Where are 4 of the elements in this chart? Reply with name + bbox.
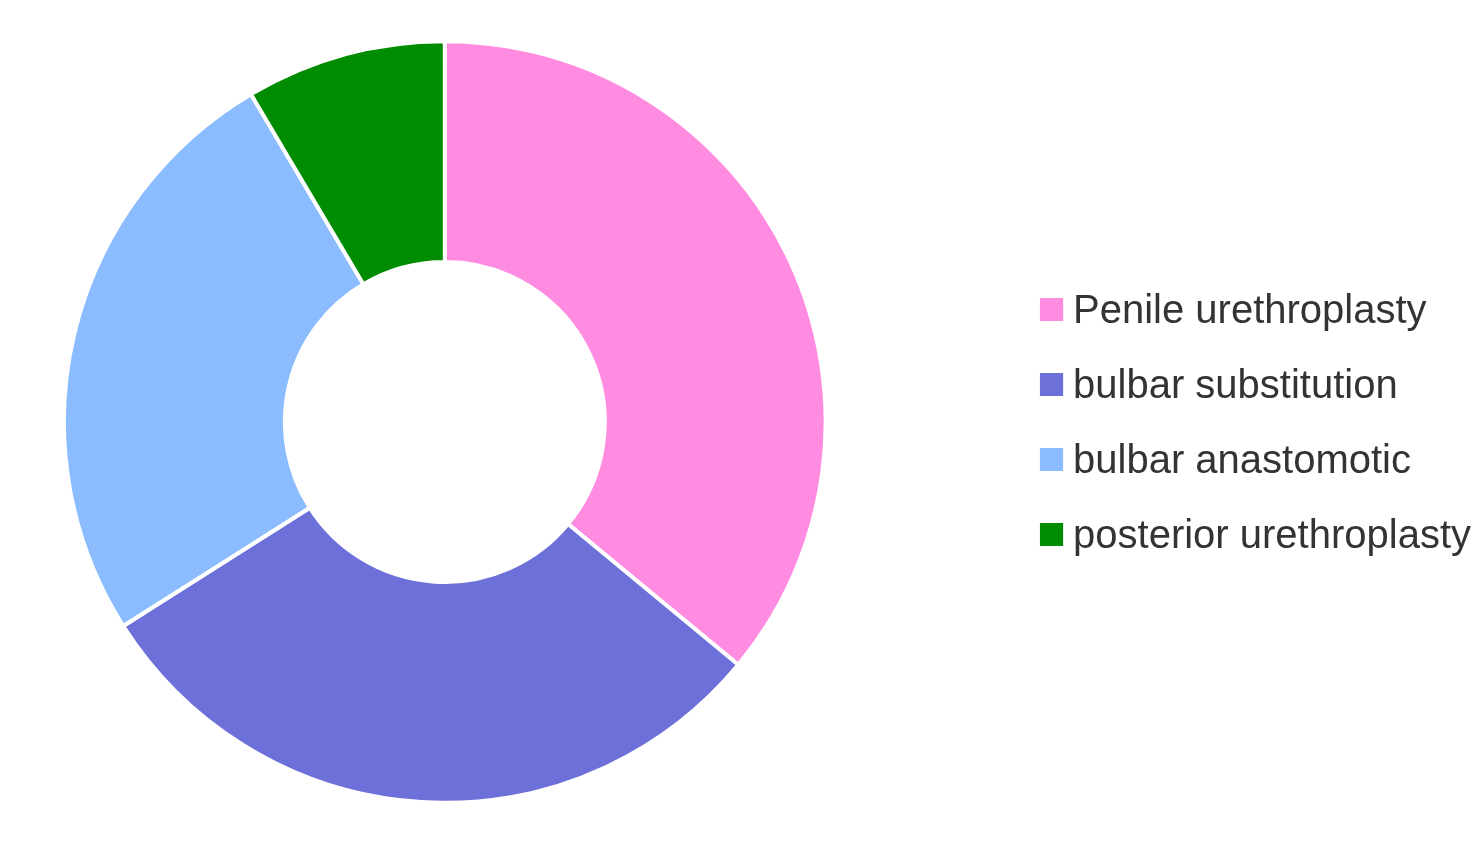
legend-label: bulbar substitution [1073, 361, 1398, 407]
legend-label: bulbar anastomotic [1073, 436, 1411, 482]
legend-label: Penile urethroplasty [1073, 286, 1427, 332]
legend-label: posterior urethroplasty [1073, 511, 1471, 557]
